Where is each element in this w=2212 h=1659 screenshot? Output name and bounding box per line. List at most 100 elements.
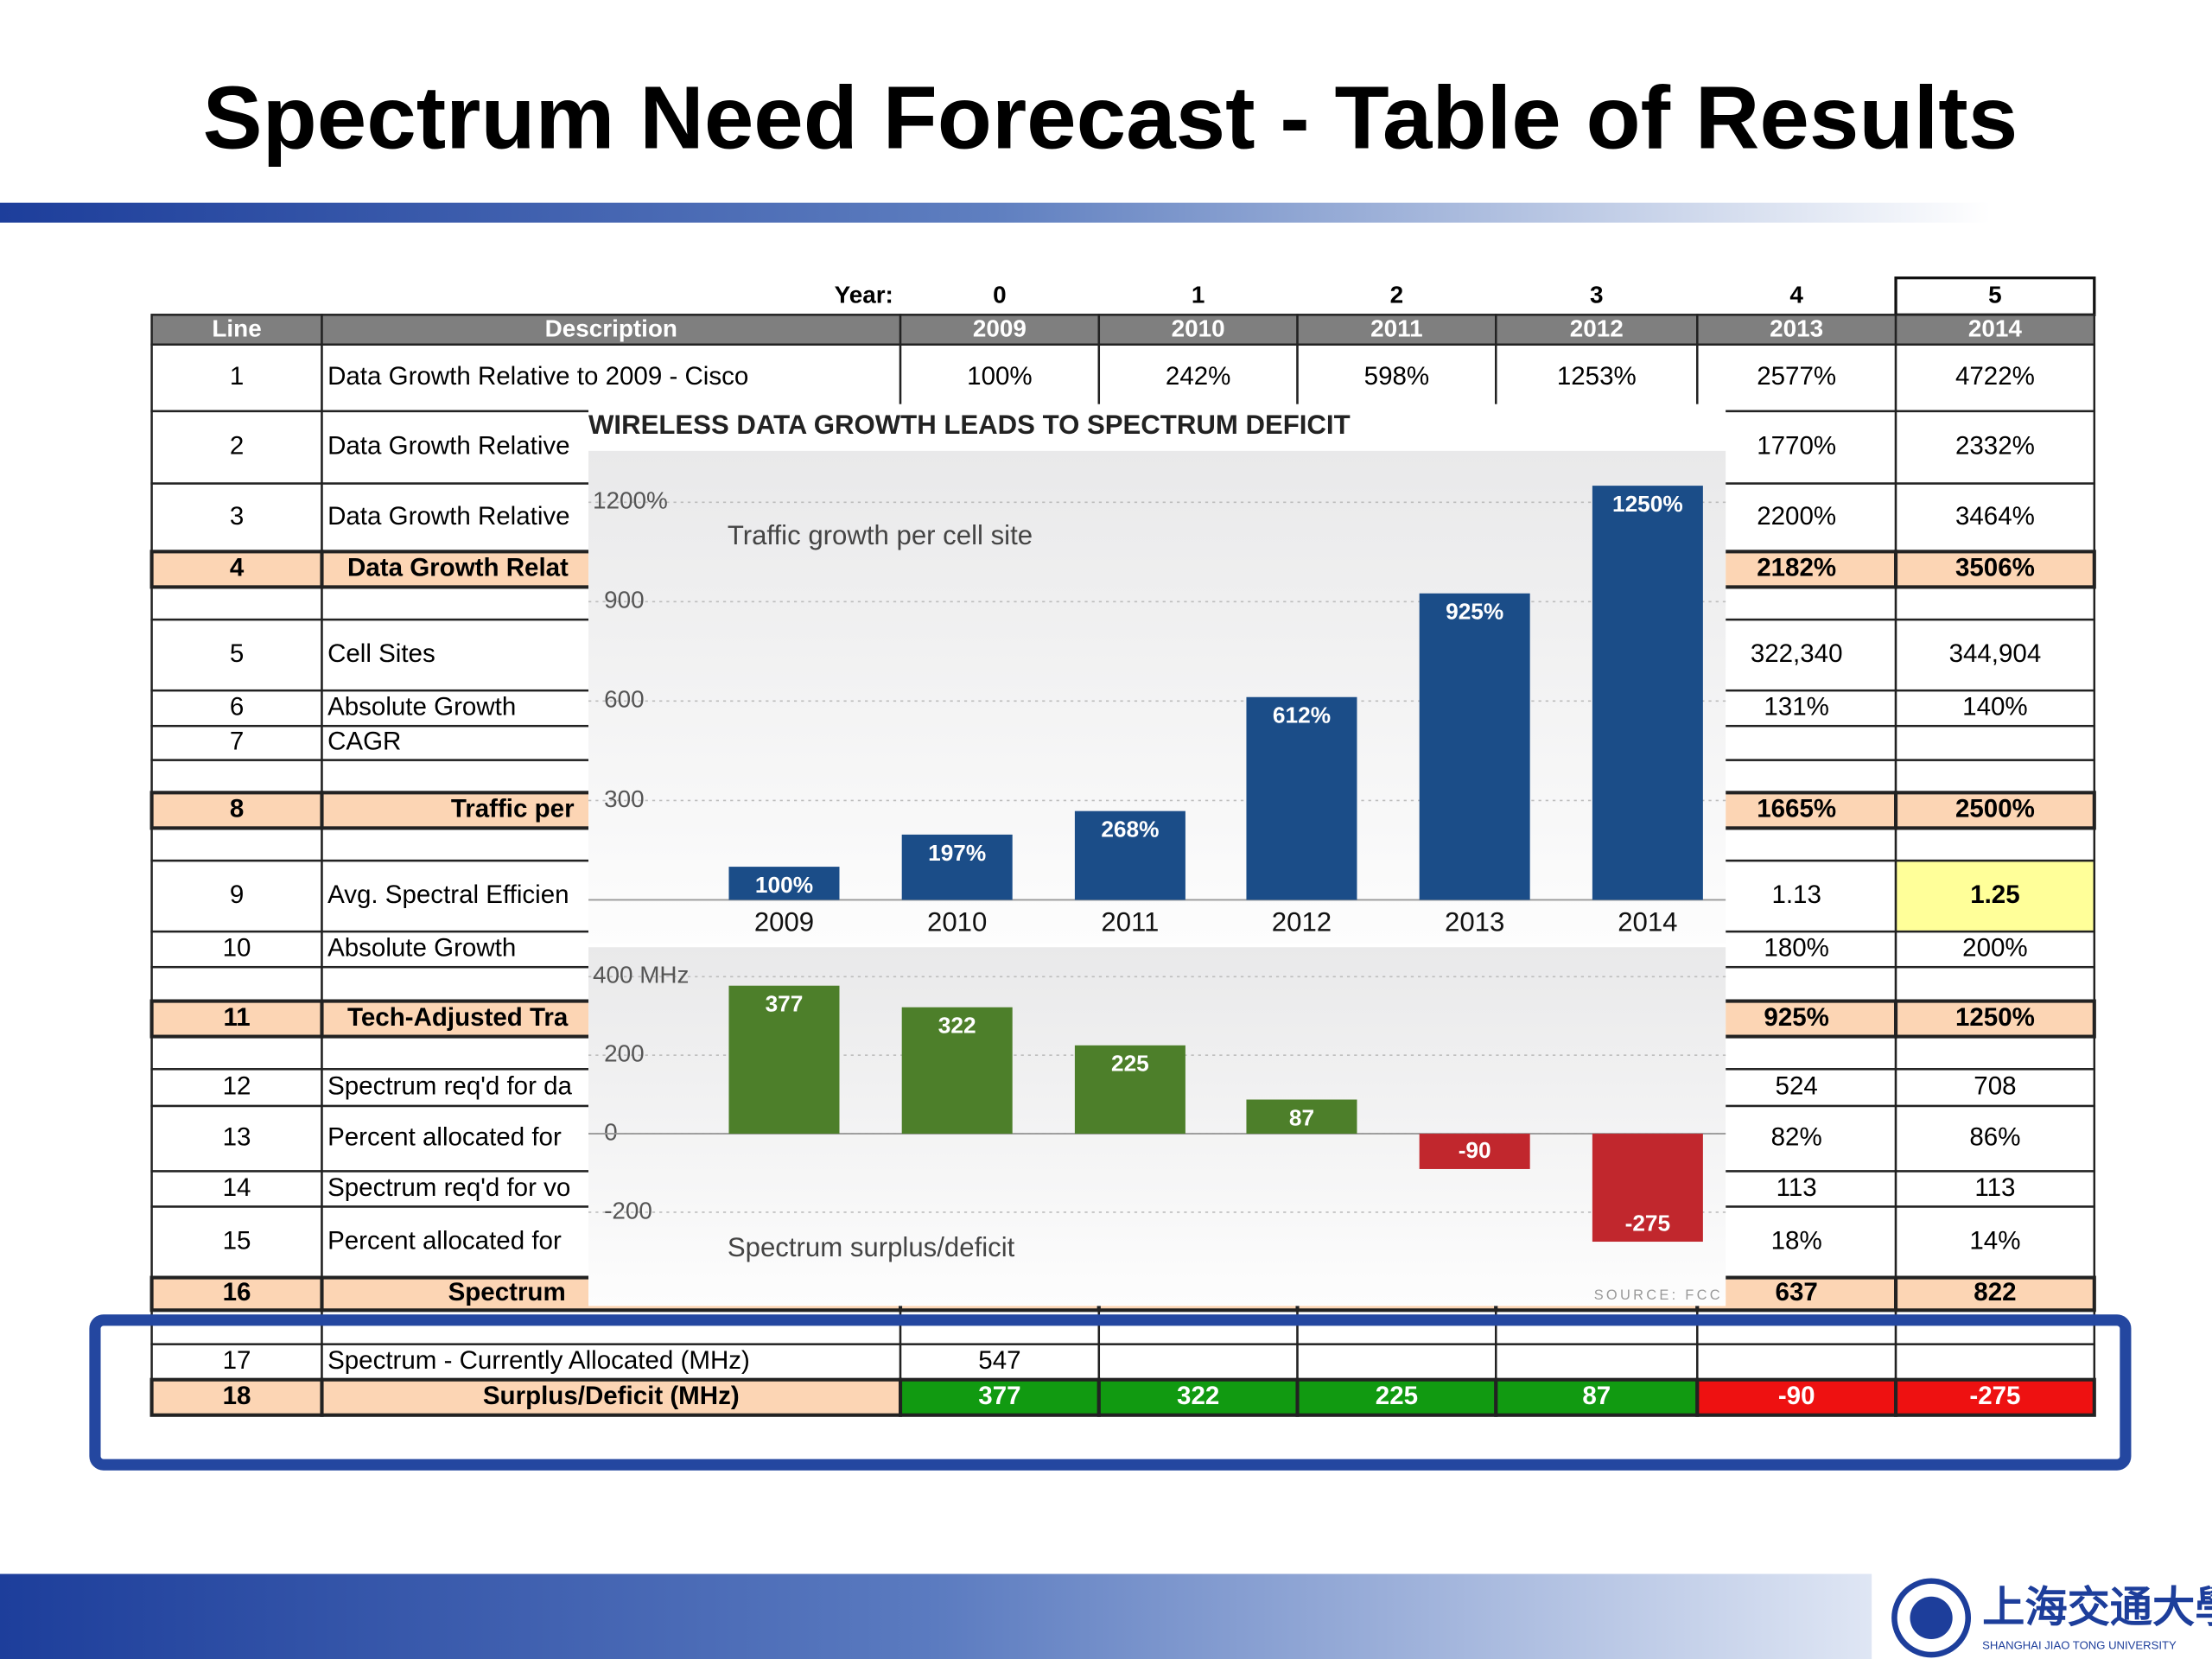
cell (1296, 1343, 1497, 1381)
chart-label: Spectrum surplus/deficit (728, 1232, 1015, 1262)
year-label: Year: (835, 281, 893, 308)
y-tick-label: 600 (604, 686, 645, 713)
blank-cell (150, 586, 323, 621)
description: Data Growth Relat (347, 554, 569, 582)
description: Spectrum req'd for vo (327, 1173, 570, 1202)
y-tick-label: 300 (604, 785, 645, 812)
bar (1592, 486, 1703, 900)
cell (1894, 999, 2096, 1039)
line-number: 13 (223, 1123, 251, 1152)
description: Surplus/Deficit (MHz) (483, 1382, 740, 1410)
y-tick-label: 0 (604, 1118, 618, 1145)
cell-value: 131% (1764, 692, 1829, 721)
value-label: -90 (1459, 1137, 1491, 1163)
cell-value: 86% (1969, 1123, 2020, 1152)
header-cell (321, 314, 902, 346)
cell (1894, 689, 2096, 728)
footer-band (0, 1573, 1872, 1659)
bar (1246, 1099, 1357, 1135)
cell (899, 343, 1101, 413)
header-label: 2011 (1370, 315, 1422, 342)
cell-value: 2182% (1757, 554, 1836, 582)
chart-title: WIRELESS DATA GROWTH LEADS TO SPECTRUM D… (588, 410, 1351, 440)
line-number: 14 (223, 1173, 251, 1202)
cell (149, 1377, 324, 1417)
cell (1696, 1205, 1897, 1279)
cell-value: 4722% (1955, 362, 2035, 391)
y-tick-label: 200 (604, 1040, 645, 1067)
cell (1894, 343, 2096, 413)
description: Data Growth Relative to 2009 - Cisco (327, 362, 748, 391)
x-tick-label: 2013 (1445, 907, 1504, 938)
line-number: 15 (223, 1226, 251, 1255)
slide-title: Spectrum Need Forecast - Table of Result… (203, 67, 2018, 168)
chart-overlay: WIRELESS DATA GROWTH LEADS TO SPECTRUM D… (588, 404, 1726, 1306)
cell (1894, 930, 2096, 969)
description: Percent allocated for (327, 1123, 562, 1152)
cell (150, 1104, 323, 1173)
bar (1419, 593, 1530, 900)
cell (1096, 1377, 1300, 1417)
cell (1894, 791, 2096, 830)
blank-cell (1894, 586, 2096, 621)
cell (1696, 930, 1897, 969)
description: Data Growth Relative (327, 432, 570, 461)
logo: 上海交通大學 SHANGHAI JIAO TONG UNIVERSITY (1891, 1578, 2212, 1658)
logo-name-cn: 上海交通大學 (1982, 1584, 2212, 1631)
cell-value: 180% (1764, 933, 1829, 962)
year-number: 0 (993, 281, 1007, 308)
line-number: 1 (230, 362, 244, 391)
header-label: 2010 (1172, 315, 1225, 342)
line-number: 12 (223, 1071, 251, 1100)
blank-cell (150, 827, 323, 862)
cell (1494, 1377, 1700, 1417)
description: Data Growth Relative (327, 502, 570, 531)
cell-value: 3506% (1955, 554, 2035, 582)
line-number: 6 (230, 692, 244, 721)
line-number: 9 (230, 880, 244, 909)
cell (1894, 482, 2096, 553)
header-cell (1495, 314, 1699, 346)
value-label: 322 (938, 1013, 976, 1039)
bar (1246, 696, 1357, 900)
blank-cell (150, 965, 323, 1002)
x-tick-label: 2012 (1272, 907, 1332, 938)
y-tick-label: -200 (604, 1197, 652, 1224)
cell-value: 140% (1962, 692, 2028, 721)
cell (1097, 1343, 1299, 1381)
header-cell (1894, 314, 2096, 346)
cell (899, 1377, 1101, 1417)
line-number: 16 (223, 1278, 251, 1306)
year-number: 4 (1789, 281, 1803, 308)
cell (150, 689, 323, 728)
description: Spectrum - Currently Allocated (MHz) (327, 1346, 750, 1375)
blank-cell (150, 1035, 323, 1071)
header-label: 2014 (1968, 315, 2023, 342)
description: Cell Sites (327, 639, 435, 668)
cell (1894, 1343, 2096, 1381)
description: Percent allocated for (327, 1226, 562, 1255)
cell-value: 1250% (1955, 1003, 2035, 1032)
header-cell (899, 314, 1101, 346)
cell (150, 343, 323, 413)
cell (1894, 1377, 2096, 1417)
blank-cell (1696, 965, 1897, 1002)
description: Absolute Growth (327, 692, 516, 721)
cell-value: 822 (1974, 1278, 2016, 1306)
cell (320, 1377, 903, 1417)
value-label: 925% (1446, 599, 1503, 625)
cell (1894, 410, 2096, 485)
value-label: 100% (755, 872, 813, 898)
cell-value: 2577% (1757, 362, 1836, 391)
cell (1695, 1377, 1898, 1417)
cell-value: 1770% (1757, 432, 1836, 461)
logo-emblem (1891, 1578, 1972, 1658)
header-label: 2012 (1570, 315, 1624, 342)
cell-value: 200% (1962, 933, 2028, 962)
cell-value: 100% (967, 362, 1033, 391)
cell (149, 1275, 324, 1313)
cell-value: 322,340 (1751, 639, 1843, 668)
cell-value: 1.25 (1970, 880, 2019, 909)
